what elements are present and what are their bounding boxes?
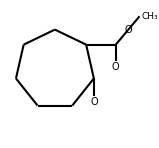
Text: O: O <box>112 62 120 72</box>
Text: O: O <box>90 97 98 107</box>
Text: CH₃: CH₃ <box>142 12 158 21</box>
Text: O: O <box>124 25 132 35</box>
